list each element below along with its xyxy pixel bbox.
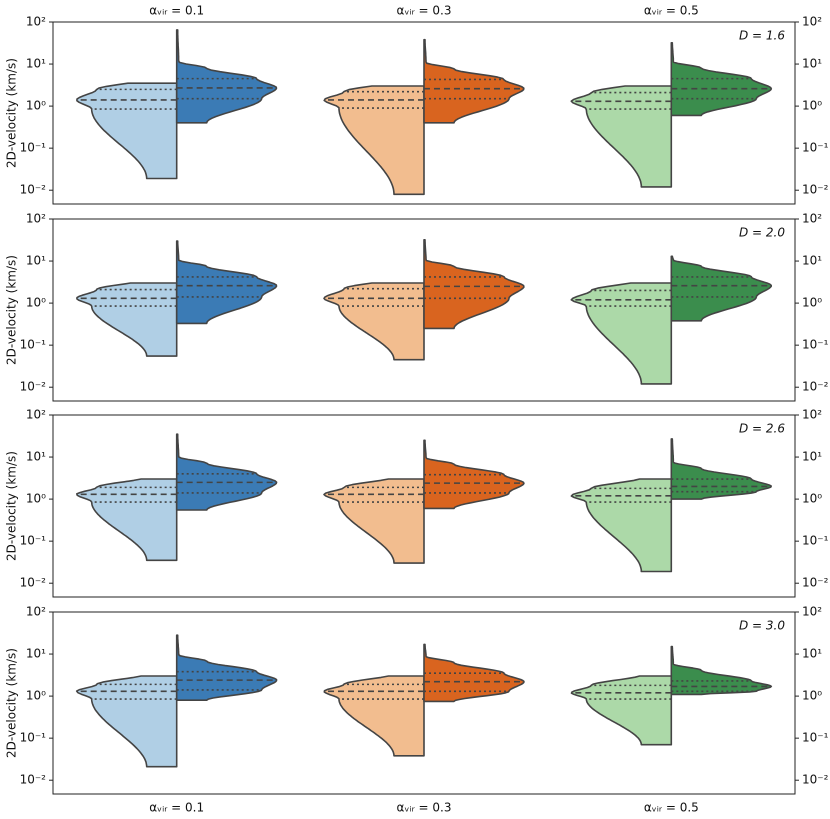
y-tick-label: 10⁻¹ (20, 141, 47, 155)
y-tick-label: 10¹ (802, 450, 822, 464)
y-axis-label: 2D-velocity (km/s) (5, 648, 19, 758)
annotation: D = 1.6 (739, 29, 785, 43)
violin-half (75, 675, 178, 768)
category-label: αᵥᵢᵣ = 0.3 (397, 4, 452, 18)
y-tick-label: 10⁻¹ (802, 534, 829, 548)
y-tick-label: 10⁰ (802, 99, 822, 113)
y-axis-label: 2D-velocity (km/s) (5, 451, 19, 561)
violin-half (175, 634, 278, 702)
y-tick-label: 10⁰ (26, 99, 46, 113)
y-tick-label: 10¹ (802, 254, 822, 268)
violin-half (570, 282, 673, 385)
y-tick-label: 10⁻² (802, 380, 829, 394)
violin-half (323, 85, 425, 196)
violin-half (175, 240, 278, 325)
violin-half (570, 478, 673, 573)
y-tick-label: 10⁰ (26, 689, 46, 703)
category-label: αᵥᵢᵣ = 0.3 (397, 801, 452, 815)
y-tick-label: 10⁻² (20, 773, 47, 787)
y-tick-label: 10² (26, 408, 46, 422)
y-tick-label: 10⁻² (20, 576, 47, 590)
violin-half (423, 38, 525, 124)
y-tick-label: 10² (26, 212, 46, 226)
y-tick-label: 10⁻² (20, 183, 47, 197)
y-tick-label: 10¹ (802, 647, 822, 661)
y-tick-label: 10¹ (802, 57, 822, 71)
category-label: αᵥᵢᵣ = 0.5 (644, 801, 699, 815)
y-tick-label: 10¹ (26, 254, 46, 268)
y-tick-label: 10⁰ (26, 296, 46, 310)
y-tick-label: 10² (802, 408, 822, 422)
violin-half (670, 645, 773, 696)
violin-half (76, 82, 178, 180)
y-tick-label: 10⁻¹ (802, 731, 829, 745)
violin-half (670, 438, 773, 500)
violin-half (570, 675, 673, 746)
y-tick-label: 10⁰ (26, 492, 46, 506)
y-tick-label: 10⁻¹ (20, 534, 47, 548)
annotation: D = 3.0 (739, 619, 785, 633)
y-axis-label: 2D-velocity (km/s) (5, 58, 19, 168)
y-tick-label: 10⁻¹ (20, 731, 47, 745)
y-tick-label: 10⁻² (802, 576, 829, 590)
y-tick-label: 10⁻¹ (802, 338, 829, 352)
plot-frame (52, 414, 796, 598)
annotation: D = 2.6 (739, 422, 785, 436)
y-tick-label: 10⁻¹ (802, 141, 829, 155)
y-tick-label: 10² (26, 605, 46, 619)
y-tick-label: 10⁻² (802, 773, 829, 787)
y-tick-label: 10² (26, 15, 46, 29)
violin-half (670, 255, 773, 322)
y-tick-label: 10¹ (26, 57, 46, 71)
y-tick-label: 10¹ (26, 450, 46, 464)
y-tick-label: 10⁻² (802, 183, 829, 197)
y-tick-label: 10⁻² (20, 380, 47, 394)
violin-half (423, 643, 525, 703)
y-tick-label: 10¹ (26, 647, 46, 661)
violin-half (175, 29, 278, 124)
category-label: αᵥᵢᵣ = 0.1 (149, 801, 204, 815)
violin-half (76, 282, 178, 357)
y-axis-label: 2D-velocity (km/s) (5, 255, 19, 365)
violin-half (323, 282, 425, 361)
annotation: D = 2.0 (739, 226, 785, 240)
plot-frame (52, 21, 796, 205)
plot-frame (52, 611, 796, 795)
violin-half (323, 675, 425, 757)
violin-half (423, 239, 525, 330)
violin-half (175, 433, 278, 511)
plot-frame (52, 218, 796, 402)
y-tick-label: 10² (802, 15, 822, 29)
y-tick-label: 10⁻¹ (20, 338, 47, 352)
y-tick-label: 10⁰ (802, 492, 822, 506)
violin-half (76, 478, 178, 562)
y-tick-label: 10² (802, 605, 822, 619)
category-label: αᵥᵢᵣ = 0.1 (149, 4, 204, 18)
category-label: αᵥᵢᵣ = 0.5 (644, 4, 699, 18)
violin-half (670, 41, 773, 117)
y-tick-label: 10⁰ (802, 296, 822, 310)
y-tick-label: 10⁰ (802, 689, 822, 703)
y-tick-label: 10² (802, 212, 822, 226)
violin-half (570, 85, 673, 188)
violin-half (423, 439, 525, 510)
violin-half (323, 478, 425, 564)
